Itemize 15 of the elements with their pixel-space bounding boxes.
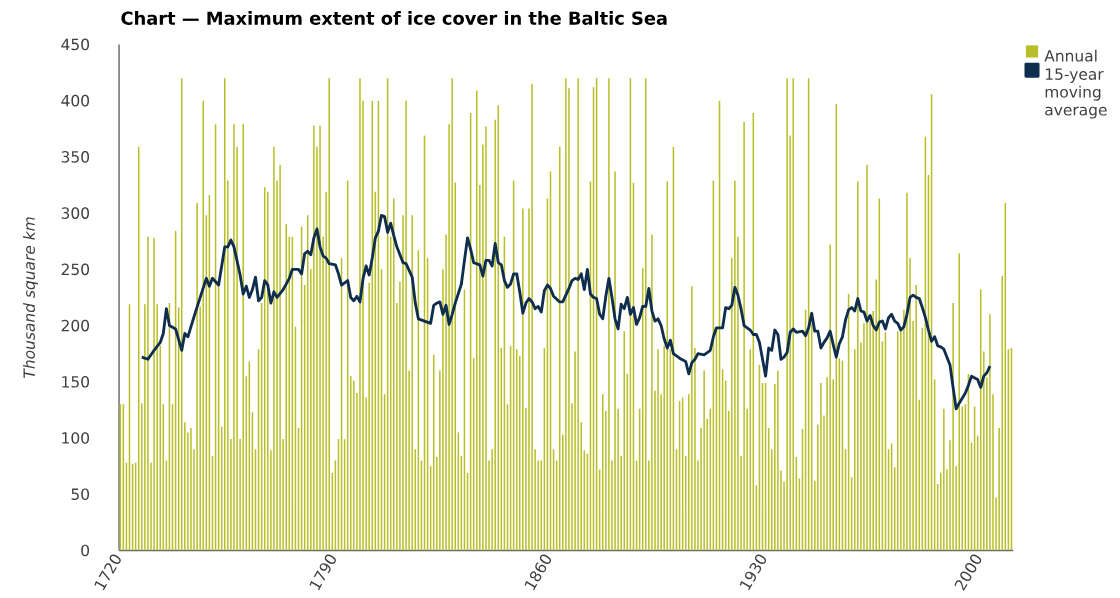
chart-title: Chart — Maximum extent of ice cover in the Baltic Sea — [121, 10, 667, 25]
line-series — [140, 213, 992, 410]
y-tick-label: 350 — [61, 150, 90, 163]
legend-label: 15-year moving average — [1045, 68, 1107, 119]
y-tick-label: 100 — [62, 431, 90, 444]
y-tick-label: 200 — [61, 319, 90, 332]
y-tick-label: 50 — [71, 488, 90, 500]
y-tick-label: 300 — [61, 207, 90, 219]
y-tick-label: 0 — [81, 544, 90, 557]
legend-label: Annual — [1044, 49, 1097, 62]
y-tick-label: 250 — [61, 263, 90, 275]
y-axis-title: Thousand square km — [23, 217, 38, 378]
y-tick-label: 400 — [61, 94, 90, 107]
y-tick-label: 150 — [62, 375, 90, 388]
y-tick-label: 450 — [61, 38, 90, 51]
